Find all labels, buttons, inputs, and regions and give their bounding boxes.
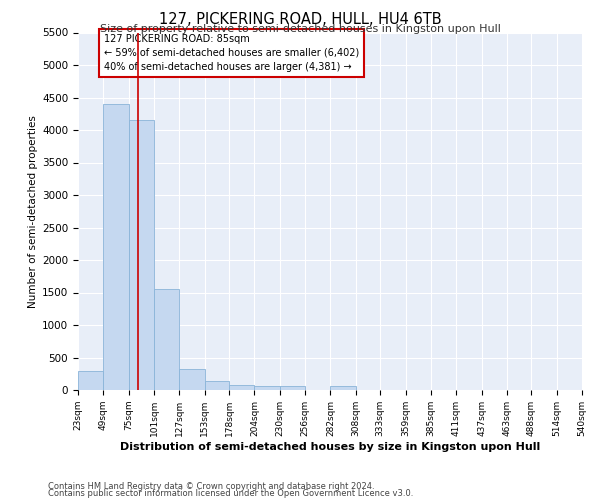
Bar bbox=[154, 288, 179, 390]
Bar bbox=[78, 370, 103, 390]
Bar bbox=[331, 386, 356, 390]
Text: Contains HM Land Registry data © Crown copyright and database right 2024.: Contains HM Land Registry data © Crown c… bbox=[48, 482, 374, 491]
Text: 127 PICKERING ROAD: 85sqm
← 59% of semi-detached houses are smaller (6,402)
40% : 127 PICKERING ROAD: 85sqm ← 59% of semi-… bbox=[104, 34, 359, 72]
X-axis label: Distribution of semi-detached houses by size in Kingston upon Hull: Distribution of semi-detached houses by … bbox=[120, 442, 540, 452]
Bar bbox=[254, 386, 280, 390]
Bar bbox=[128, 120, 154, 390]
Bar bbox=[205, 381, 229, 390]
Text: Contains public sector information licensed under the Open Government Licence v3: Contains public sector information licen… bbox=[48, 490, 413, 498]
Bar bbox=[229, 385, 254, 390]
Bar bbox=[179, 368, 205, 390]
Text: 127, PICKERING ROAD, HULL, HU4 6TB: 127, PICKERING ROAD, HULL, HU4 6TB bbox=[158, 12, 442, 28]
Y-axis label: Number of semi-detached properties: Number of semi-detached properties bbox=[28, 115, 38, 308]
Bar bbox=[103, 104, 128, 390]
Bar bbox=[280, 386, 305, 390]
Text: Size of property relative to semi-detached houses in Kingston upon Hull: Size of property relative to semi-detach… bbox=[100, 24, 500, 34]
